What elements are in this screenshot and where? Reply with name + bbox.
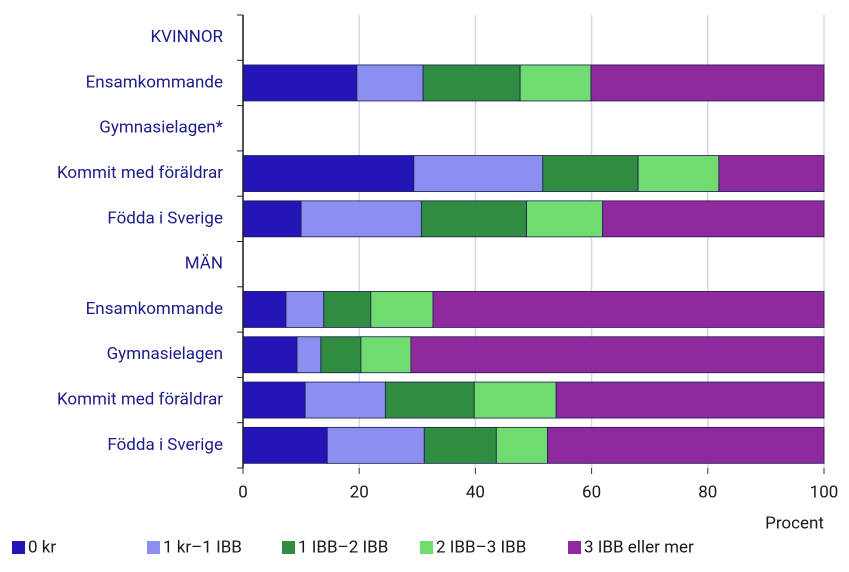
bar-segment bbox=[320, 336, 362, 374]
bar-segment bbox=[242, 200, 302, 238]
bar-segment bbox=[242, 336, 298, 374]
bar-segment bbox=[526, 200, 604, 238]
bar-segment bbox=[242, 64, 358, 102]
bar-segment bbox=[323, 291, 372, 328]
legend-label: 2 IBB–3 IBB bbox=[436, 537, 526, 557]
bar-segment bbox=[519, 64, 592, 102]
bar-segment bbox=[242, 291, 287, 328]
bar-segment bbox=[356, 64, 424, 102]
x-axis-label: Procent bbox=[765, 513, 824, 533]
x-tick-label: 100 bbox=[810, 482, 839, 502]
bar-segment bbox=[360, 336, 412, 374]
category-label: Ensamkommande bbox=[86, 299, 223, 319]
category-label: Födda i Sverige bbox=[107, 435, 223, 455]
category-label: Gymnasielagen bbox=[107, 344, 223, 364]
bar-segment bbox=[420, 200, 527, 238]
x-tick-label: 0 bbox=[238, 482, 248, 502]
bar-segment bbox=[285, 291, 325, 328]
bar-segment bbox=[555, 381, 825, 419]
bar-segment bbox=[432, 291, 825, 328]
category-label: KVINNOR bbox=[150, 27, 223, 47]
category-label: MÄN bbox=[185, 254, 223, 274]
x-tick-label: 20 bbox=[350, 482, 369, 502]
category-label: Kommit med föräldrar bbox=[57, 390, 223, 410]
legend-swatch bbox=[147, 541, 160, 554]
bar-segment bbox=[473, 381, 557, 419]
x-tick-label: 80 bbox=[698, 482, 717, 502]
bar-segment bbox=[326, 426, 425, 464]
bar-segment bbox=[718, 155, 825, 192]
bar-segment bbox=[242, 381, 306, 419]
bar-segment bbox=[300, 200, 422, 238]
legend-swatch bbox=[568, 541, 581, 554]
bar-segment bbox=[495, 426, 548, 464]
category-label: Kommit med föräldrar bbox=[57, 163, 223, 183]
legend-swatch bbox=[12, 541, 25, 554]
legend-swatch bbox=[420, 541, 433, 554]
category-label: Gymnasielagen* bbox=[99, 118, 223, 138]
category-label: Ensamkommande bbox=[86, 72, 223, 92]
bar-segment bbox=[242, 426, 328, 464]
x-tick-label: 40 bbox=[466, 482, 485, 502]
bar-segment bbox=[370, 291, 434, 328]
bar-segment bbox=[296, 336, 322, 374]
bar-segment bbox=[637, 155, 720, 192]
bar-segment bbox=[242, 155, 415, 192]
bar-segment bbox=[542, 155, 639, 192]
bar-segment bbox=[590, 64, 825, 102]
bar-segment bbox=[410, 336, 825, 374]
x-tick-label: 60 bbox=[582, 482, 601, 502]
bar-segment bbox=[422, 64, 521, 102]
legend-label: 0 kr bbox=[28, 537, 56, 557]
bar-segment bbox=[304, 381, 386, 419]
bar-segment bbox=[547, 426, 825, 464]
bar-segment bbox=[602, 200, 825, 238]
legend-label: 1 kr–1 IBB bbox=[163, 537, 242, 557]
legend-swatch bbox=[282, 541, 295, 554]
bar-segment bbox=[423, 426, 497, 464]
bar-segment bbox=[413, 155, 544, 192]
category-label: Födda i Sverige bbox=[107, 208, 223, 228]
legend-label: 1 IBB–2 IBB bbox=[298, 537, 388, 557]
bar-segment bbox=[384, 381, 475, 419]
legend-label: 3 IBB eller mer bbox=[584, 537, 694, 557]
